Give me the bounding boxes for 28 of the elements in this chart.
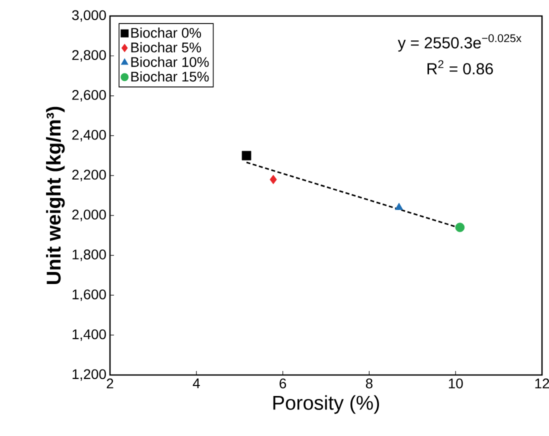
- y-tick-label: 3,000: [72, 10, 106, 22]
- y-tick-label: 2,400: [72, 130, 106, 142]
- legend-label: Biochar 15%: [131, 71, 209, 82]
- x-tick-label: 8: [366, 378, 372, 388]
- y-tick-label: 1,400: [72, 329, 106, 341]
- x-axis-title: Porosity (%): [273, 395, 379, 414]
- y-tick-label: 2,800: [72, 50, 106, 62]
- point: [270, 174, 277, 184]
- annotation: R$^{2}$ = 0.86: [428, 60, 493, 74]
- y-tick-label: 1,800: [72, 250, 106, 262]
- annotation: y = 2550.3e$^{−0.025x}$: [398, 34, 522, 52]
- y-tick-label: 2,000: [72, 210, 106, 222]
- point: [242, 150, 252, 160]
- y-tick-label: 1,600: [72, 289, 106, 301]
- y-tick-label: 1,200: [72, 369, 106, 381]
- x-tick-label: 2: [106, 378, 114, 388]
- legend-label: Biochar 0%: [131, 28, 202, 38]
- legend-label: Biochar 10%: [131, 56, 209, 67]
- y-tick-label: 2,200: [72, 170, 106, 182]
- x-tick-label: 6: [280, 378, 286, 388]
- y-tick-label: 2,600: [72, 90, 106, 102]
- point: [455, 222, 465, 232]
- x-tick-label: 4: [192, 378, 200, 388]
- x-tick-label: 10: [448, 378, 463, 388]
- point: [394, 202, 404, 210]
- y-axis-title: Unit weight (kg/m³): [46, 106, 65, 284]
- legend-label: Biochar 5%: [131, 42, 202, 52]
- x-tick-label: 12: [535, 378, 549, 388]
